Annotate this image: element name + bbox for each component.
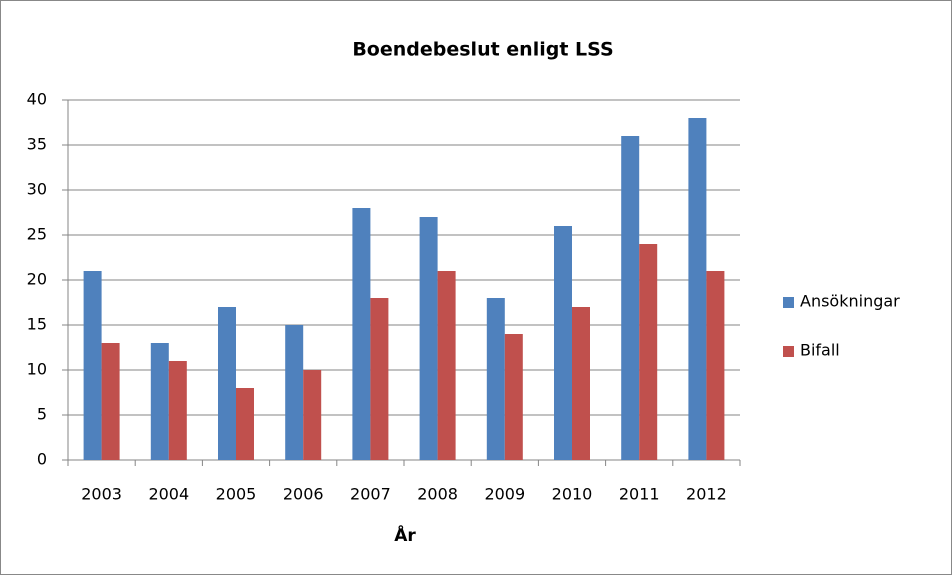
y-tick-label: 20 — [27, 270, 47, 289]
y-tick-label: 10 — [27, 360, 47, 379]
bar — [218, 307, 236, 460]
bar — [150, 343, 169, 460]
bar — [639, 244, 658, 460]
bar — [621, 136, 640, 460]
y-tick-label: 40 — [27, 90, 47, 109]
bar — [419, 217, 438, 460]
y-tick-label: 30 — [27, 180, 47, 199]
bar — [285, 325, 304, 460]
bar — [101, 343, 120, 460]
x-axis-label: År — [394, 523, 416, 546]
bar — [303, 370, 322, 460]
bar — [688, 118, 707, 460]
y-tick-label: 0 — [37, 450, 47, 469]
bar — [554, 226, 572, 460]
bar — [370, 298, 389, 460]
x-tick-label: 2006 — [283, 485, 324, 504]
x-tick-label: 2012 — [686, 485, 727, 504]
legend-swatch — [783, 297, 794, 308]
bar — [168, 361, 187, 460]
bar — [83, 271, 102, 460]
x-tick-label: 2010 — [552, 485, 593, 504]
x-tick-label: 2007 — [350, 485, 391, 504]
bar — [236, 388, 254, 460]
y-tick-label: 35 — [27, 135, 47, 154]
x-tick-label: 2005 — [216, 485, 257, 504]
x-tick-label: 2011 — [619, 485, 660, 504]
y-tick-label: 25 — [27, 225, 47, 244]
x-tick-label: 2003 — [81, 485, 122, 504]
x-tick-label: 2009 — [484, 485, 525, 504]
bar — [706, 271, 725, 460]
chart-title: Boendebeslut enligt LSS — [352, 39, 613, 61]
x-tick-label: 2004 — [148, 485, 189, 504]
legend-label: Bifall — [800, 341, 840, 360]
legend-swatch — [783, 346, 794, 357]
legend-label: Ansökningar — [800, 292, 900, 311]
bar — [352, 208, 371, 460]
bar — [486, 298, 505, 460]
bar — [437, 271, 456, 460]
bar — [504, 334, 523, 460]
x-tick-label: 2008 — [417, 485, 458, 504]
y-tick-label: 15 — [27, 315, 47, 334]
y-tick-label: 5 — [37, 405, 47, 424]
bar — [572, 307, 590, 460]
